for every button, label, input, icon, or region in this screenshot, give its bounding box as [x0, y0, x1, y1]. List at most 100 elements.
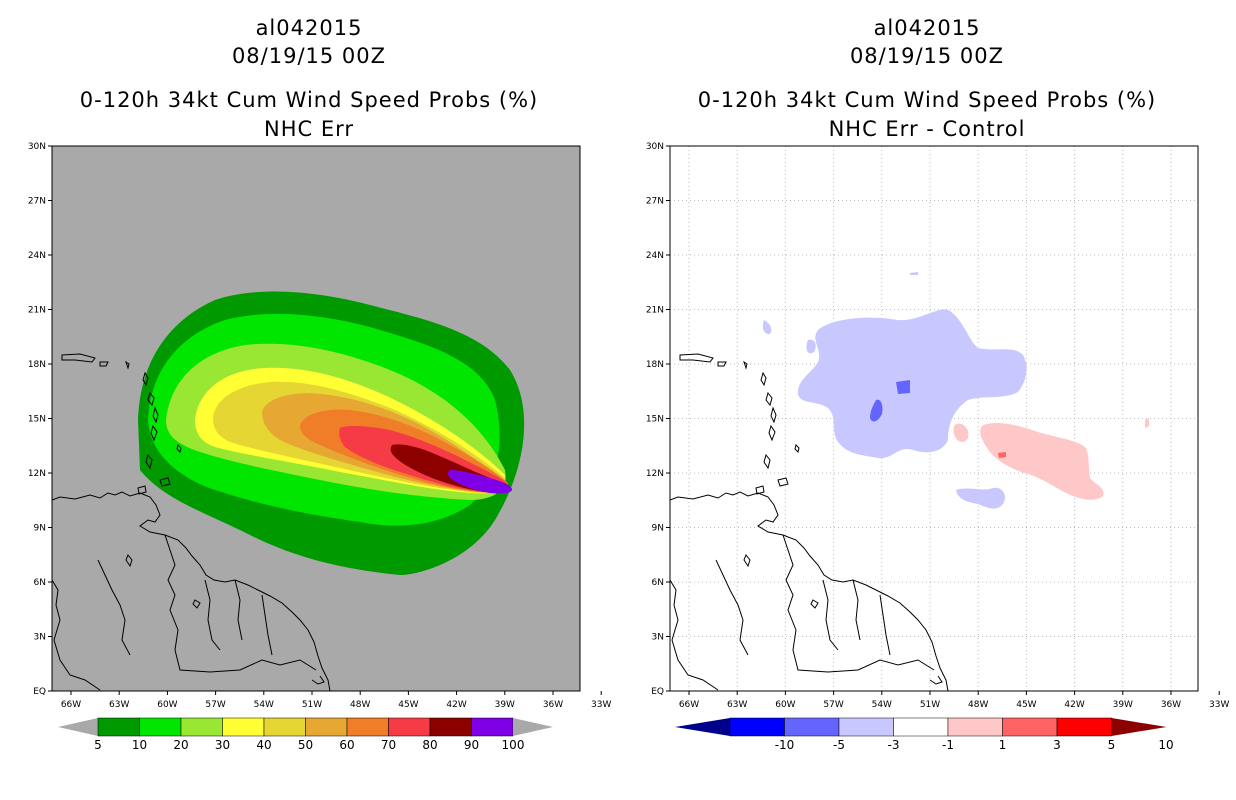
colorbar-label: 3 — [1053, 738, 1061, 752]
lat-label: 30N — [28, 142, 46, 152]
coastline-segment — [61, 353, 96, 363]
coastline-segment — [679, 353, 714, 363]
panel-subtitle: NHC Err — [263, 117, 354, 141]
coastline-segment — [145, 453, 153, 470]
colorbar-extension-high — [1111, 718, 1167, 736]
coastline-segment — [810, 599, 819, 609]
product-title: 0-120h 34kt Cum Wind Speed Probs (%) — [697, 88, 1157, 112]
colorbar: -10 -5 -3 -1 1 3 5 10 — [675, 717, 1174, 752]
colorbar-swatch — [947, 717, 1003, 737]
colorbar-label: 1 — [999, 738, 1007, 752]
colorbar-label: -1 — [942, 738, 954, 752]
coastline-segment — [125, 360, 130, 370]
lat-label: EQ — [33, 687, 46, 697]
lon-label: 45W — [398, 700, 418, 710]
lon-label: 66W — [679, 700, 699, 710]
colorbar-label: -10 — [775, 738, 795, 752]
colorbar-swatch — [729, 717, 785, 737]
coastline-segment — [176, 444, 182, 453]
coastline-segment — [261, 594, 273, 656]
map-axes: 66W 63W 60W 57W 54W 51W 48W 45W 42W 39W 36W 33W 30N 2… — [646, 142, 1230, 710]
coastline-segment — [99, 361, 109, 367]
lon-label: 57W — [205, 700, 225, 710]
lat-label: 24N — [646, 251, 664, 261]
left-panel: al042015 08/19/15 00Z 0-120h 34kt Cum Wi… — [28, 16, 612, 752]
coastline-segment — [879, 594, 891, 656]
lon-label: 57W — [823, 700, 843, 710]
contour-neg-3 — [896, 380, 910, 394]
coastline — [670, 353, 949, 691]
lon-label: 51W — [302, 700, 322, 710]
colorbar-swatch — [784, 717, 840, 737]
lat-label: 18N — [646, 360, 664, 370]
storm-id: al042015 — [873, 16, 981, 40]
coastline-segment — [852, 579, 861, 641]
colorbar-label: 80 — [422, 738, 437, 752]
probability-contours — [138, 291, 525, 575]
colorbar-label: 40 — [256, 738, 271, 752]
colorbar-swatch — [139, 717, 182, 737]
coastline-segment — [763, 453, 771, 470]
lon-label: 45W — [1016, 700, 1036, 710]
colorbar-swatch — [471, 717, 514, 737]
lon-label: 36W — [543, 700, 563, 710]
colorbar-extension-low — [675, 718, 730, 736]
colorbar-swatch — [305, 717, 348, 737]
lat-label: 21N — [28, 306, 46, 316]
lat-label: 3N — [652, 633, 664, 643]
probability-map: 66W 63W 60W 57W 54W 51W 48W 45W 42W 39W 36W 33W 30N 2… — [28, 142, 612, 752]
lon-label: 63W — [727, 700, 747, 710]
coastline-segment — [794, 444, 800, 453]
colorbar-label: 60 — [339, 738, 354, 752]
lon-label: 66W — [61, 700, 81, 710]
coastline-segment — [234, 579, 243, 641]
difference-map: 66W 63W 60W 57W 54W 51W 48W 45W 42W 39W 36W 33W 30N 2… — [646, 142, 1230, 752]
coastline-segment — [765, 391, 773, 407]
right-panel: al042015 08/19/15 00Z 0-120h 34kt Cum Wi… — [618, 0, 1236, 800]
lat-label: 6N — [34, 578, 46, 588]
colorbar-label: 5 — [1108, 738, 1116, 752]
lat-label: 15N — [646, 415, 664, 425]
contour-90 — [448, 470, 512, 494]
contour-pos-1 — [980, 422, 1104, 500]
colorbar-label: 100 — [502, 738, 525, 752]
coastline-segment — [670, 491, 949, 691]
coastline-segment — [743, 554, 751, 568]
coastline-segment — [782, 534, 935, 673]
coastline-segment — [164, 534, 317, 673]
lon-label: 51W — [920, 700, 940, 710]
lon-label: 36W — [1161, 700, 1181, 710]
contour-neg-1 — [956, 487, 1005, 509]
coastline-segment — [715, 559, 749, 656]
forecast-datetime: 08/19/15 00Z — [231, 44, 387, 68]
map-frame — [51, 145, 581, 692]
coastline-segment — [822, 579, 839, 651]
colorbar-label: -5 — [833, 738, 845, 752]
coastline-segment — [150, 424, 158, 442]
coastline-segment — [768, 424, 776, 442]
lat-label: 27N — [28, 197, 46, 207]
map-axes: 66W 63W 60W 57W 54W 51W 48W 45W 42W 39W 36W 33W 30N 2… — [28, 142, 612, 710]
lon-label: 54W — [254, 700, 274, 710]
coastline — [52, 353, 331, 691]
colorbar-swatch — [388, 717, 431, 737]
lon-label: 39W — [495, 700, 515, 710]
lon-label: 33W — [591, 700, 611, 710]
contour-neg-1 — [806, 339, 816, 354]
coastline-segment — [311, 675, 325, 685]
coastline-segment — [770, 406, 777, 424]
lon-label: 33W — [1209, 700, 1229, 710]
coastline-segment — [52, 579, 101, 691]
colorbar-swatch — [1056, 717, 1112, 737]
colorbar-swatch — [346, 717, 389, 737]
contour-pos-3 — [998, 452, 1006, 458]
lon-label: 42W — [446, 700, 466, 710]
panel-subtitle: NHC Err - Control — [828, 117, 1026, 141]
lon-label: 54W — [872, 700, 892, 710]
lat-label: 15N — [28, 415, 46, 425]
colorbar-extension-high — [513, 718, 553, 736]
coastline-segment — [159, 477, 171, 487]
colorbar-label: 10 — [1158, 738, 1173, 752]
lon-label: 60W — [775, 700, 795, 710]
lat-label: 3N — [34, 633, 46, 643]
